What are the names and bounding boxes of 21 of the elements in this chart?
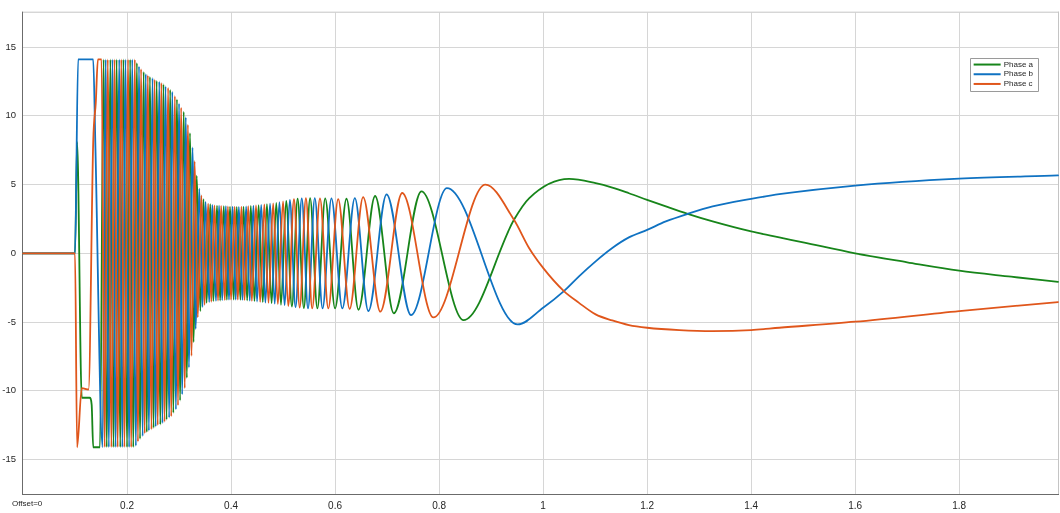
legend-label: Phase c	[1003, 79, 1033, 89]
x-tick-label: 1.4	[744, 499, 759, 511]
y-tick-label: 0	[10, 246, 16, 258]
y-tick-label: -15	[2, 453, 16, 465]
x-tick-label: 0.4	[224, 499, 239, 511]
y-tick-label: -10	[2, 384, 16, 396]
y-tick-label: 15	[5, 40, 16, 52]
y-tick-label: -5	[7, 315, 16, 327]
x-tick-label: 0.8	[432, 499, 447, 511]
y-tick-label: 10	[5, 109, 16, 121]
line-series	[22, 58, 1059, 449]
x-tick-label: 0.2	[120, 499, 135, 511]
x-tick-label: 1.8	[952, 499, 967, 511]
y-tick-label: 5	[10, 178, 16, 190]
x-tick-label: 1.6	[848, 499, 863, 511]
x-tick-label: 1	[540, 499, 547, 511]
legend-label: Phase b	[1003, 69, 1034, 79]
x-tick-label: 1.2	[640, 499, 655, 511]
x-tick-label: 0.6	[328, 499, 343, 511]
text: Offset=0	[12, 499, 43, 509]
legend-label: Phase a	[1003, 59, 1034, 69]
